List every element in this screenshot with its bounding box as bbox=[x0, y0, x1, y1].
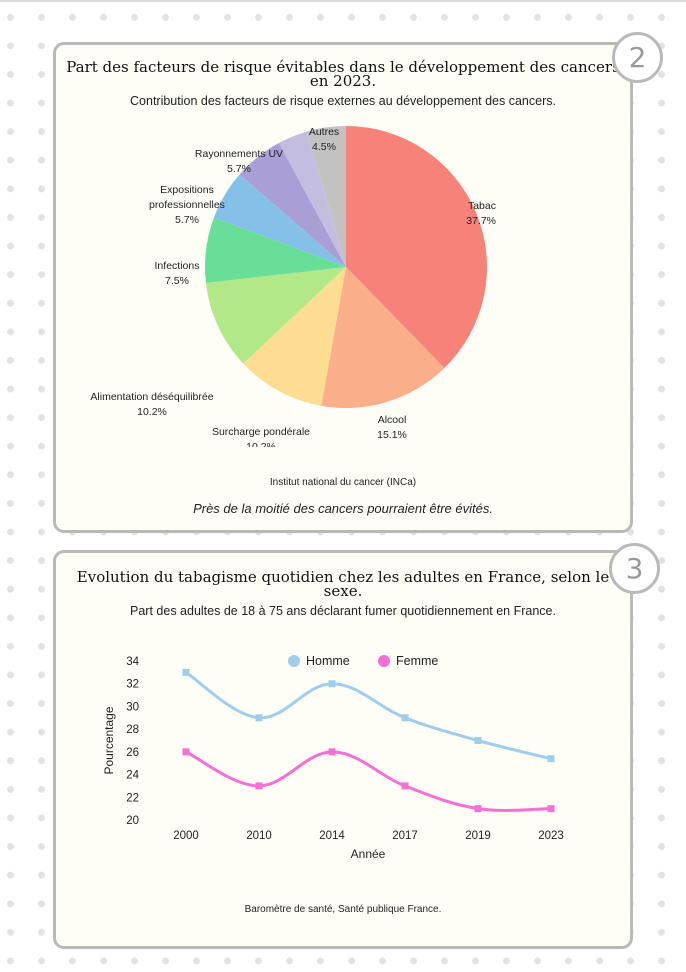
pie-slice-alimentation-d-s-quilibr-e bbox=[205, 267, 346, 364]
data-point bbox=[182, 748, 190, 756]
line-chart-title: Evolution du tabagisme quotidien chez le… bbox=[76, 568, 610, 600]
top-border bbox=[0, 0, 686, 2]
y-tick-label: 30 bbox=[126, 701, 139, 713]
data-point bbox=[547, 755, 555, 763]
y-tick-label: 24 bbox=[126, 770, 139, 782]
pie-slice-autres bbox=[306, 126, 346, 267]
legend-marker bbox=[378, 655, 390, 667]
pie-chart: Tabac 37.7% Alcool 15.1% Surcharge pondérale… bbox=[90, 126, 496, 447]
series-line-femme bbox=[184, 750, 553, 812]
data-point bbox=[474, 737, 482, 744]
pie-slice-label: Surcharge pondérale 10.2% bbox=[212, 426, 310, 447]
x-tick-label: 2014 bbox=[319, 830, 345, 842]
line-chart-subtitle: Part des adultes de 18 à 75 ans déclaran… bbox=[130, 604, 556, 618]
pie-chart-card: Part des facteurs de risque évitables da… bbox=[53, 42, 633, 533]
line-chart-source: Baromètre de santé, Santé publique Franc… bbox=[244, 904, 442, 915]
pie-slice-label: Tabac 37.7% bbox=[466, 200, 496, 227]
line-chart: Homme Femme 20 22 24 26 28 30 32 34 2000 2010 2014 20… bbox=[102, 654, 564, 861]
data-point bbox=[547, 805, 555, 813]
pie-chart-title: Part des facteurs de risque évitables da… bbox=[66, 58, 620, 90]
pie-slice-label: Rayonnements UV 5.7% bbox=[195, 148, 283, 175]
section-number-badge: 2 bbox=[612, 32, 663, 83]
data-point bbox=[401, 714, 409, 722]
x-tick-label: 2023 bbox=[538, 830, 564, 842]
y-axis-title: Pourcentage bbox=[102, 706, 116, 774]
pie-slice-expositions-professionnelles bbox=[213, 174, 346, 267]
section-number-badge: 3 bbox=[609, 543, 660, 594]
pie-slice-label: Infections 7.5% bbox=[155, 260, 200, 287]
data-point bbox=[182, 668, 190, 676]
pie-slice-infections bbox=[205, 217, 346, 283]
data-point bbox=[401, 782, 409, 790]
y-tick-label: 34 bbox=[126, 656, 139, 668]
data-point bbox=[328, 680, 336, 688]
pie-slice-label: Autres 4.5% bbox=[309, 126, 339, 153]
x-tick-label: 2010 bbox=[246, 830, 272, 842]
y-tick-label: 28 bbox=[126, 724, 139, 736]
pie-slice-rayonnements-uv bbox=[239, 143, 346, 267]
pie-slice-tabac bbox=[346, 126, 488, 368]
pie-slice-label: Alcool 15.1% bbox=[377, 414, 407, 441]
x-axis-title: Année bbox=[351, 847, 386, 861]
y-tick-label: 22 bbox=[126, 792, 139, 804]
data-point bbox=[474, 805, 482, 813]
pie-chart-subtitle: Contribution des facteurs de risque exte… bbox=[130, 94, 556, 108]
data-point bbox=[255, 782, 263, 790]
pie-slice-alcool bbox=[321, 267, 445, 408]
x-tick-label: 2000 bbox=[173, 830, 199, 842]
y-tick-label: 20 bbox=[126, 815, 139, 827]
y-tick-label: 32 bbox=[126, 679, 139, 691]
x-tick-label: 2019 bbox=[465, 830, 491, 842]
pie-slice-surcharge-pond-rale bbox=[243, 267, 346, 406]
pie-slice-unlabeled bbox=[278, 131, 346, 267]
data-point bbox=[328, 748, 336, 756]
legend-label: Homme bbox=[306, 654, 350, 668]
pie-slice-label: Alimentation déséquilibrée 10.2% bbox=[90, 391, 213, 418]
y-tick-label: 26 bbox=[126, 747, 139, 759]
line-chart-card: Evolution du tabagisme quotidien chez le… bbox=[53, 550, 633, 949]
legend-marker bbox=[288, 655, 300, 667]
pie-chart-source: Institut national du cancer (INCa) bbox=[269, 477, 417, 488]
x-tick-label: 2017 bbox=[392, 830, 418, 842]
pie-chart-caption: Près de la moitié des cancers pourraient… bbox=[193, 501, 493, 516]
pie-slice-label: Expositions professionnelles 5.7% bbox=[149, 184, 225, 226]
legend-label: Femme bbox=[396, 654, 438, 668]
data-point bbox=[255, 714, 263, 722]
series-line-homme bbox=[184, 670, 553, 761]
